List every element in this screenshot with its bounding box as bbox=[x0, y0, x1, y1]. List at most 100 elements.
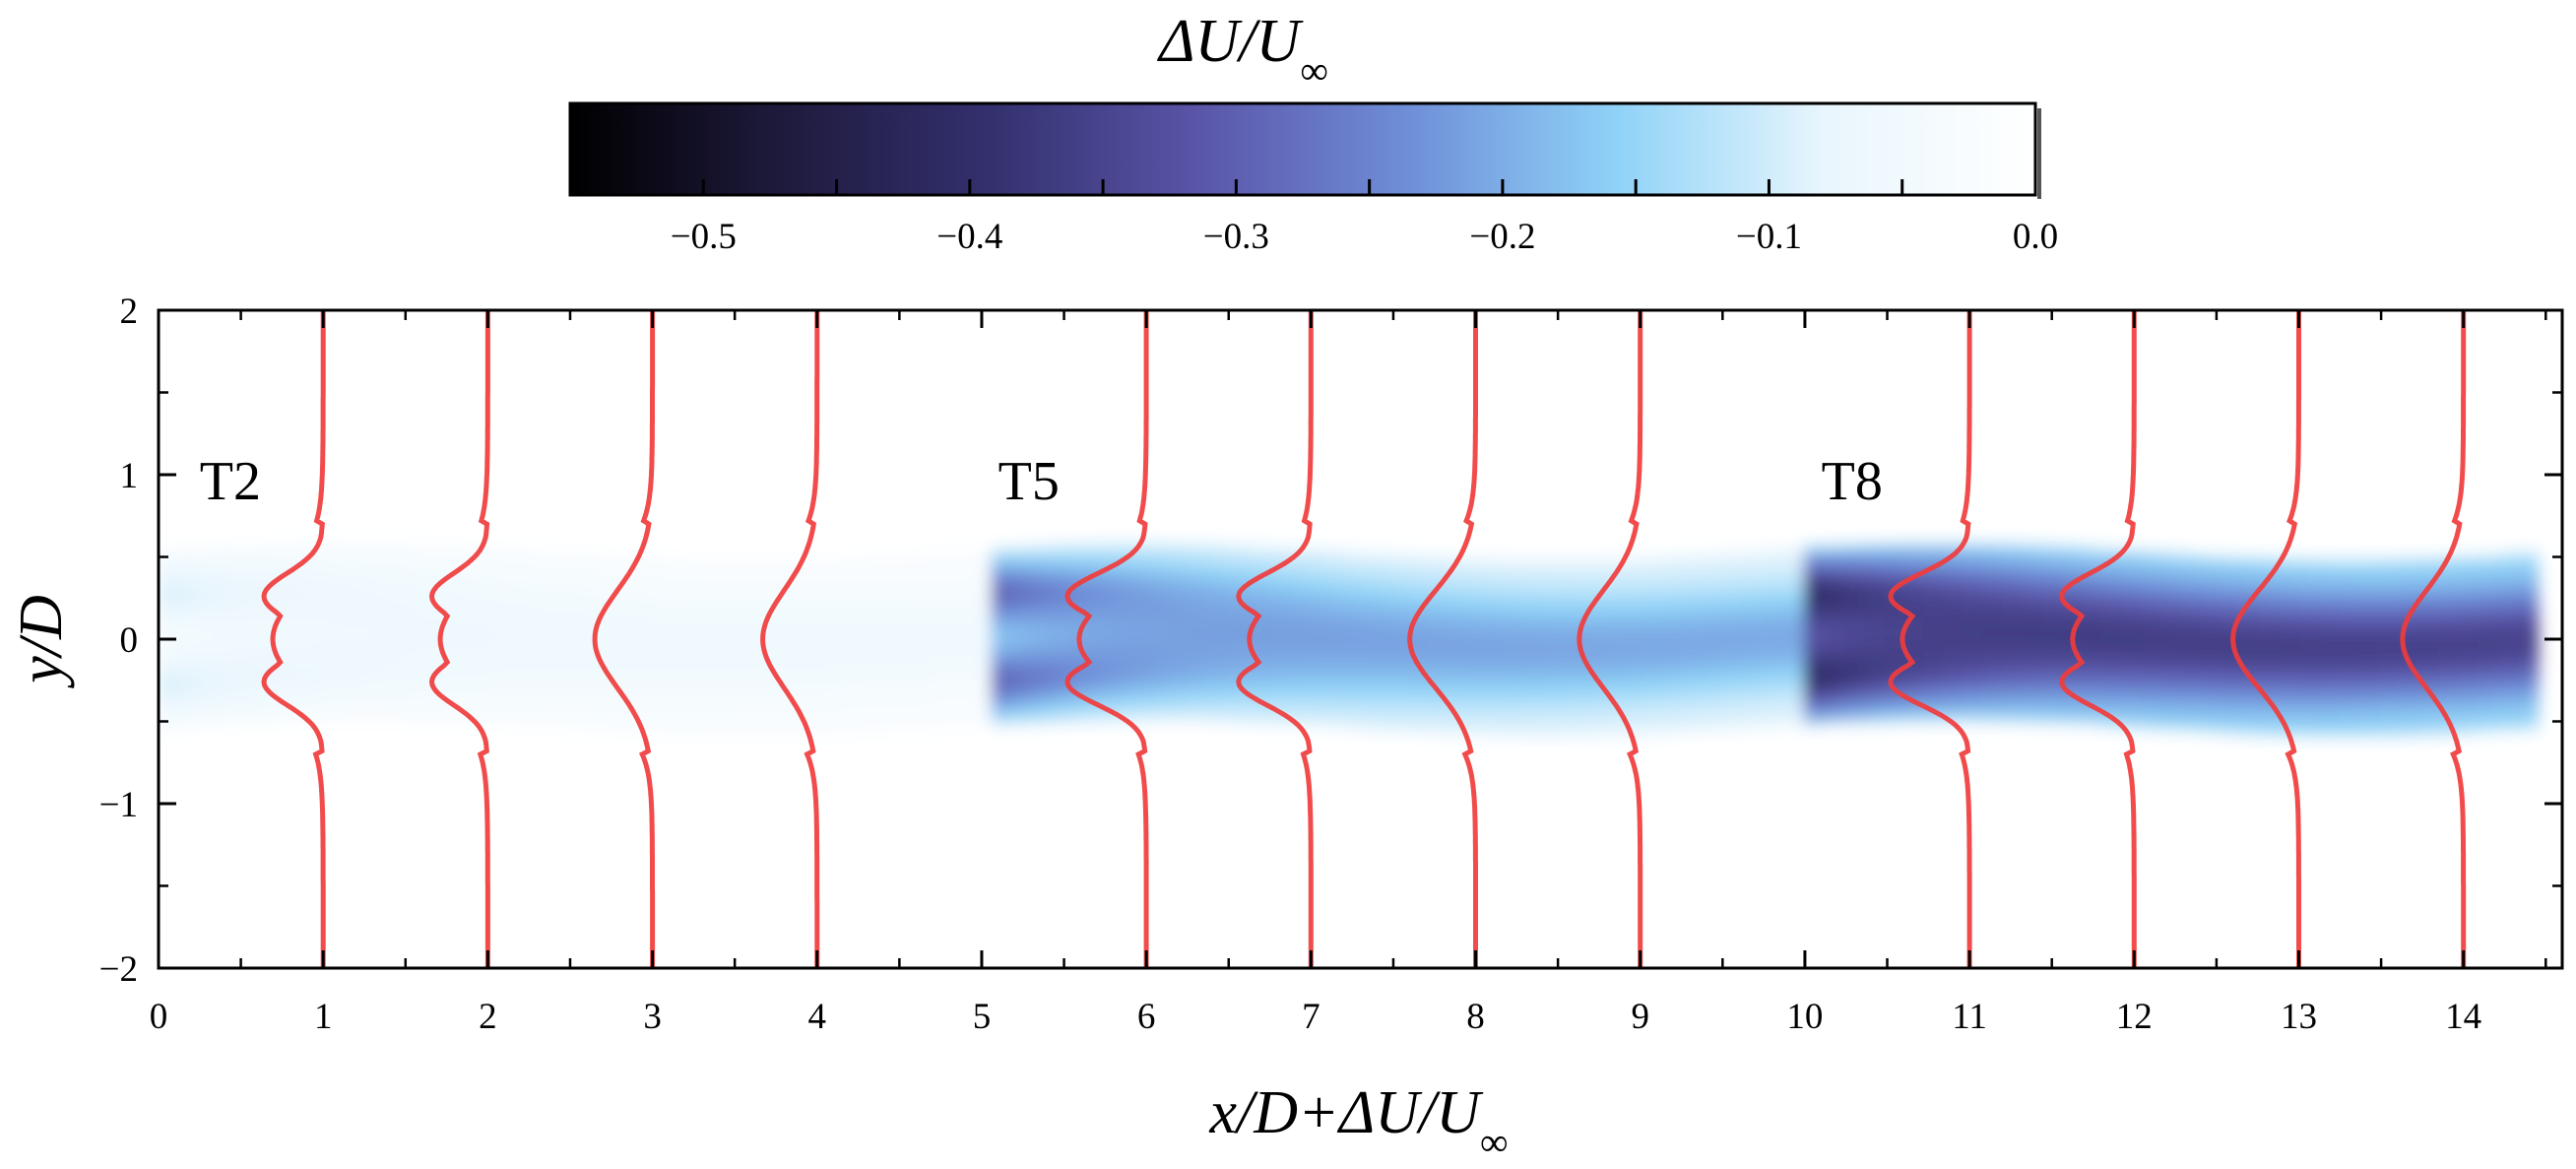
heatmap-cell bbox=[1169, 680, 1191, 688]
heatmap-cell bbox=[1427, 727, 1449, 736]
heatmap-cell bbox=[435, 557, 457, 566]
heatmap-cell bbox=[2081, 645, 2103, 654]
heatmap-cell bbox=[2160, 557, 2182, 566]
heatmap-cell bbox=[2418, 707, 2440, 715]
heatmap-cell bbox=[2358, 605, 2380, 614]
heatmap-cell bbox=[932, 713, 953, 722]
heatmap-cell bbox=[2002, 639, 2024, 647]
heatmap-cell bbox=[832, 605, 854, 614]
heatmap-cell bbox=[2398, 577, 2420, 586]
heatmap-cell bbox=[198, 713, 220, 722]
heatmap-cell bbox=[674, 577, 695, 586]
heatmap-cell bbox=[1169, 605, 1191, 614]
heatmap-cell bbox=[654, 591, 676, 600]
heatmap-cell bbox=[2002, 632, 2024, 640]
heatmap-cell bbox=[1724, 612, 1746, 620]
heatmap-cell bbox=[1249, 639, 1270, 647]
heatmap-cell bbox=[1665, 727, 1687, 736]
heatmap-cell bbox=[654, 727, 676, 736]
heatmap-cell bbox=[1347, 632, 1370, 640]
heatmap-cell bbox=[2239, 584, 2262, 593]
heatmap-cell bbox=[198, 700, 220, 709]
heatmap-cell bbox=[2319, 618, 2341, 627]
heatmap-cell bbox=[871, 591, 893, 600]
heatmap-cell bbox=[455, 544, 478, 552]
heatmap-cell bbox=[1963, 700, 1984, 709]
heatmap-cell bbox=[1744, 720, 1766, 729]
heatmap-cell bbox=[2101, 591, 2123, 600]
heatmap-cell bbox=[1229, 625, 1251, 634]
heatmap-cell bbox=[2378, 570, 2400, 579]
heatmap-cell bbox=[2141, 551, 2162, 559]
heatmap-cell bbox=[1546, 707, 1568, 715]
heatmap-cell bbox=[159, 605, 180, 614]
heatmap-cell bbox=[1050, 591, 1072, 600]
heatmap-cell bbox=[337, 632, 358, 640]
heatmap-cell bbox=[991, 686, 1012, 695]
heatmap-cell bbox=[2458, 666, 2479, 675]
heatmap-cell bbox=[832, 618, 854, 627]
heatmap-cell bbox=[2319, 557, 2341, 566]
heatmap-cell bbox=[376, 598, 398, 607]
heatmap-cell bbox=[871, 598, 893, 607]
heatmap-cell bbox=[1347, 645, 1370, 654]
heatmap-cell bbox=[495, 666, 517, 675]
heatmap-cell bbox=[574, 700, 596, 709]
heatmap-cell bbox=[1249, 666, 1270, 675]
profile-line bbox=[2059, 310, 2137, 968]
heatmap-cell bbox=[2239, 652, 2262, 661]
heatmap-cell bbox=[237, 693, 259, 702]
heatmap-cell bbox=[2299, 673, 2321, 682]
heatmap-cell bbox=[2081, 564, 2103, 572]
heatmap-cell bbox=[1209, 591, 1231, 600]
heatmap-cell bbox=[871, 584, 893, 593]
heatmap-cell bbox=[337, 680, 358, 688]
heatmap-cell bbox=[1308, 666, 1329, 675]
heatmap-cell bbox=[515, 632, 537, 640]
heatmap-cell bbox=[1902, 686, 1924, 695]
heatmap-cell bbox=[1189, 707, 1211, 715]
heatmap-cell bbox=[2239, 666, 2262, 675]
heatmap-cell bbox=[455, 584, 478, 593]
heatmap-cell bbox=[455, 591, 478, 600]
heatmap-cell bbox=[2180, 680, 2202, 688]
heatmap-cell bbox=[1605, 625, 1627, 634]
heatmap-cell bbox=[1685, 666, 1707, 675]
heatmap-cell bbox=[1625, 686, 1646, 695]
heatmap-cell bbox=[554, 713, 576, 722]
heatmap-cell bbox=[277, 673, 298, 682]
heatmap-cell bbox=[1605, 707, 1627, 715]
heatmap-cell bbox=[376, 673, 398, 682]
heatmap-cell bbox=[2299, 727, 2321, 736]
heatmap-cell bbox=[1963, 537, 1984, 546]
heatmap-cell bbox=[2378, 618, 2400, 627]
heatmap-cell bbox=[1625, 652, 1646, 661]
heatmap-cell bbox=[2517, 577, 2539, 586]
heatmap-cell bbox=[634, 645, 656, 654]
heatmap-cell bbox=[1427, 605, 1449, 614]
heatmap-cell bbox=[1327, 632, 1349, 640]
heatmap-cell bbox=[1942, 686, 1964, 695]
heatmap-cell bbox=[376, 720, 398, 729]
heatmap-cell bbox=[2220, 564, 2241, 572]
heatmap-cell bbox=[1843, 618, 1865, 627]
colorbar: ΔU/U∞ −0.5 −0.4 −0.3 −0.2 −0.1 0.0 bbox=[568, 8, 2058, 257]
heatmap-cell bbox=[535, 551, 556, 559]
heatmap-cell bbox=[515, 544, 537, 552]
heatmap-cell bbox=[1585, 618, 1607, 627]
heatmap-cell bbox=[1169, 673, 1191, 682]
heatmap-cell bbox=[1209, 557, 1231, 566]
heatmap-cell bbox=[337, 577, 358, 586]
heatmap-cell bbox=[237, 564, 259, 572]
heatmap-cell bbox=[1526, 564, 1548, 572]
heatmap-cell bbox=[1783, 680, 1806, 688]
heatmap-cell bbox=[2180, 707, 2202, 715]
heatmap-cell bbox=[2260, 598, 2282, 607]
heatmap-cell bbox=[1942, 537, 1964, 546]
heatmap-cell bbox=[891, 652, 914, 661]
heatmap-cell bbox=[891, 645, 914, 654]
heatmap-cell bbox=[1308, 591, 1329, 600]
heatmap-cell bbox=[832, 720, 854, 729]
heatmap-cell bbox=[2438, 605, 2460, 614]
heatmap-cell bbox=[178, 564, 200, 572]
